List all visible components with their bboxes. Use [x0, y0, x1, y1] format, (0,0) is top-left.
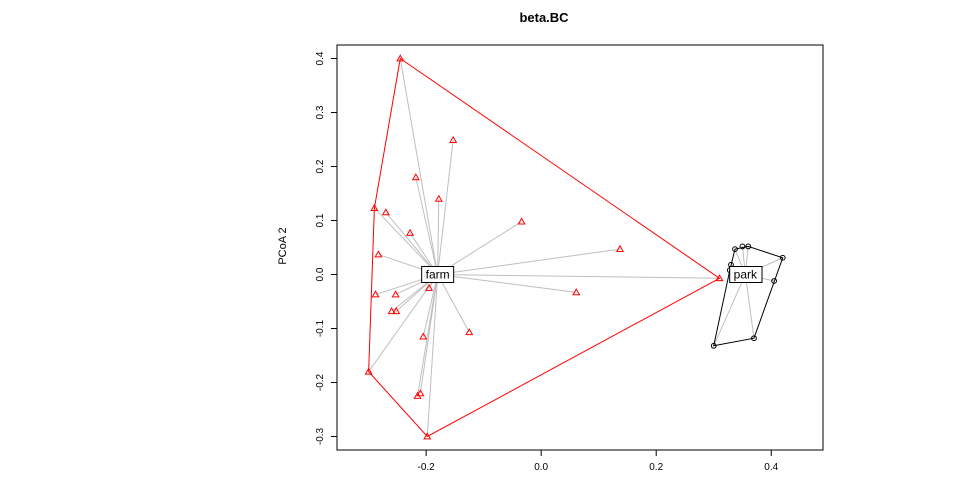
- spider-line: [744, 274, 755, 339]
- point-farm: [465, 328, 474, 336]
- spider-line: [385, 212, 439, 275]
- point-farm: [423, 432, 432, 440]
- spider-lines: [368, 58, 783, 437]
- spider-line: [437, 139, 454, 275]
- spider-line: [437, 274, 470, 333]
- y-tick-label: 0.0: [315, 267, 326, 281]
- y-tick-label: 0.3: [315, 105, 326, 119]
- spider-line: [374, 207, 439, 275]
- data-points: [364, 54, 786, 440]
- spider-line: [713, 274, 746, 346]
- y-axis-label: PCoA 2: [277, 227, 289, 264]
- y-axis: -0.3 -0.2 -0.1 0.0 0.1 0.2 0.3 0.4: [315, 51, 337, 445]
- point-farm: [424, 283, 434, 291]
- spider-line: [437, 198, 440, 275]
- group-label-box: [729, 266, 763, 283]
- y-tick-label: 0.1: [315, 213, 326, 227]
- point-farm: [374, 250, 383, 258]
- group-label-park: park: [734, 268, 758, 282]
- spider-line: [437, 274, 577, 293]
- x-tick-label: 0.4: [764, 462, 778, 473]
- point-farm: [381, 208, 390, 216]
- plot-frame: [336, 44, 824, 451]
- point-farm: [391, 290, 400, 298]
- spider-line: [437, 274, 720, 279]
- point-farm: [615, 244, 625, 253]
- y-tick-label: -0.2: [315, 373, 326, 391]
- spider-line: [417, 274, 439, 397]
- point-farm: [413, 391, 422, 399]
- spider-line: [399, 58, 439, 275]
- spider-line: [368, 274, 439, 372]
- point-farm: [364, 367, 373, 375]
- point-farm: [371, 290, 380, 298]
- x-axis: -0.2 0.0 0.2 0.4: [418, 450, 779, 473]
- point-farm: [392, 307, 401, 315]
- x-tick-label: 0.2: [649, 462, 663, 473]
- point-farm: [370, 203, 379, 211]
- point-farm: [405, 228, 415, 236]
- y-tick-label: -0.3: [315, 427, 326, 445]
- group-label-box: [421, 266, 455, 283]
- point-park: [751, 335, 757, 342]
- x-tick-label: -0.2: [418, 462, 436, 473]
- point-farm: [715, 274, 724, 282]
- point-farm: [517, 217, 526, 225]
- point-park: [710, 342, 717, 349]
- point-farm: [396, 54, 405, 62]
- point-farm: [419, 332, 428, 340]
- point-park: [732, 246, 738, 253]
- spider-line: [437, 248, 621, 275]
- point-farm: [416, 389, 425, 397]
- spider-line: [426, 274, 439, 437]
- group-label-farm: farm: [426, 268, 450, 282]
- y-tick-label: -0.1: [315, 319, 326, 337]
- point-farm: [449, 135, 458, 143]
- point-park: [739, 243, 746, 250]
- point-farm: [411, 173, 420, 181]
- spider-line: [415, 177, 439, 275]
- y-tick-label: 0.2: [315, 159, 326, 173]
- point-park: [745, 243, 752, 250]
- spider-line: [437, 221, 522, 275]
- x-tick-label: 0.0: [534, 462, 548, 473]
- spider-line: [422, 274, 439, 337]
- point-farm: [434, 194, 443, 202]
- y-tick-label: 0.4: [315, 51, 326, 65]
- hull-farm: [368, 57, 721, 438]
- point-park: [779, 254, 786, 261]
- point-farm: [387, 307, 396, 315]
- point-farm: [572, 288, 581, 296]
- chart-title: beta.BC: [519, 10, 569, 25]
- group-labels: farm park: [421, 266, 763, 283]
- point-park: [771, 278, 778, 284]
